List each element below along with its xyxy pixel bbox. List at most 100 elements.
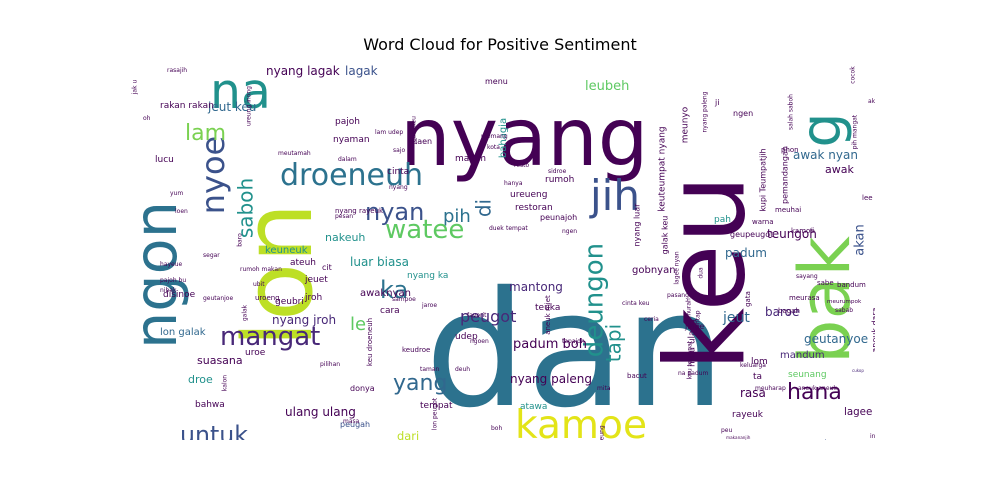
cloud-word: lom — [751, 357, 768, 367]
cloud-word: meutamah — [278, 150, 311, 157]
cloud-word: droeneuh — [280, 158, 423, 193]
cloud-word: yang — [393, 371, 447, 396]
cloud-word: ubit — [253, 281, 265, 288]
cloud-word: oh — [143, 115, 151, 122]
cloud-word: jeut — [722, 310, 750, 326]
cloud-word: masa — [343, 418, 360, 425]
cloud-word: rumoh — [545, 175, 574, 185]
cloud-word: makananjih — [726, 435, 751, 440]
cloud-word: pih mangat — [852, 114, 859, 149]
cloud-word: pilihan — [320, 361, 340, 368]
cloud-word: jih — [589, 171, 640, 220]
cloud-word: na — [210, 63, 271, 120]
cloud-word: bagah — [778, 307, 800, 315]
cloud-word: nyang jroh — [272, 313, 336, 327]
cloud-word: menu — [485, 77, 508, 86]
cloud-word: mantap — [695, 310, 702, 333]
cloud-word: lagak — [345, 64, 378, 78]
cloud-word: keudroe — [402, 346, 430, 354]
cloud-word: rakan rakan — [160, 101, 214, 111]
cloud-word: aneuk dara — [871, 307, 876, 352]
cloud-word: salah saboh — [788, 94, 795, 130]
cloud-word: watee — [385, 215, 464, 245]
cloud-word: kamoe — [515, 403, 647, 440]
cloud-word: lagee nyan — [674, 251, 681, 284]
cloud-word: meuharap — [755, 385, 786, 392]
cloud-word: gata — [744, 291, 752, 307]
cloud-word: kupi Teumpatjih — [759, 148, 768, 211]
cloud-word: rayeuk — [732, 410, 764, 420]
cloud-word: awaknyan — [360, 288, 411, 299]
cloud-word: atawa — [520, 402, 547, 412]
cloud-word: leubeh — [585, 79, 629, 94]
cloud-word: sayang — [796, 273, 818, 280]
cloud-word: mantong — [509, 280, 563, 294]
cloud-word: nyang ka — [407, 271, 448, 281]
cloud-word: le — [350, 314, 366, 335]
cloud-word: udep — [455, 332, 478, 342]
cloud-word: seunang — [788, 370, 827, 380]
cloud-word: segar — [203, 252, 220, 259]
cloud-word: mita — [597, 385, 611, 392]
cloud-word: bacut — [627, 372, 647, 380]
cloud-word: tapi — [602, 324, 626, 362]
cloud-word: baroe — [765, 305, 799, 319]
cloud-word: geutanyoe — [804, 332, 868, 346]
cloud-word: lam — [185, 121, 226, 146]
cloud-word: awak — [825, 163, 854, 176]
cloud-word: cara — [380, 306, 400, 316]
cloud-word: droe — [188, 373, 213, 386]
cloud-word: nyaman — [333, 135, 370, 145]
cloud-word: sabab — [835, 307, 853, 314]
cloud-word: rasa — [740, 386, 766, 400]
cloud-word: meurasa — [789, 294, 820, 302]
cloud-word: nyoe — [194, 136, 232, 214]
cloud-word: tempat — [420, 401, 453, 411]
cloud-word: ka — [380, 276, 408, 304]
cloud-word: jeuet — [304, 275, 328, 285]
cloud-word: kalon — [222, 375, 229, 391]
cloud-word: lee — [862, 194, 873, 202]
cloud-word: donya — [350, 384, 375, 393]
cloud-word: teuka — [535, 303, 560, 313]
cloud-word: uroe — [245, 348, 266, 358]
cloud-word: inoe — [870, 433, 875, 440]
cloud-word: meu ulang — [688, 319, 698, 367]
cloud-word: peu — [721, 427, 733, 434]
cloud-word: geubri — [275, 297, 304, 307]
cloud-word: pah — [714, 215, 731, 225]
cloud-word: dalam — [338, 156, 357, 163]
cloud-word: kamoë — [791, 227, 815, 235]
cloud-word: suasana — [197, 354, 243, 367]
cloud-word: warna — [752, 218, 774, 226]
cloud-word: nyang — [389, 184, 408, 191]
cloud-word: ta — [753, 372, 762, 382]
cloud-word: nyang paleng — [510, 372, 592, 386]
cloud-word: jeuet keu — [411, 116, 418, 145]
cloud-word: sidroe ureung — [599, 425, 606, 440]
cloud-word: nakeuh — [325, 231, 365, 244]
cloud-word: lon galak — [160, 327, 206, 338]
cloud-word: jeut keu — [207, 100, 256, 114]
cloud-word: laen — [415, 137, 432, 146]
cloud-word: awak nyan — [793, 148, 858, 162]
cloud-word: pemandangan — [781, 146, 790, 204]
cloud-word: cocok — [850, 66, 857, 84]
cloud-word: keu droeneuh — [366, 318, 374, 366]
cloud-word: yum — [170, 190, 183, 197]
cloud-word: jaroe — [421, 302, 437, 309]
cloud-word: cinta keu — [622, 300, 650, 307]
cloud-word: taman — [420, 366, 440, 373]
cloud-word: lon — [224, 203, 334, 348]
cloud-word: sampoe — [392, 296, 416, 303]
cloud-word: malam — [455, 154, 486, 164]
cloud-word: hana — [787, 380, 842, 405]
cloud-word: akhe — [868, 98, 875, 105]
cloud-word: cukop — [852, 368, 864, 373]
cloud-word: gobnyan — [632, 265, 676, 276]
cloud-word: pajoh bu — [160, 277, 186, 284]
cloud-word: memang — [481, 133, 508, 140]
cloud-word: deuh — [455, 366, 470, 373]
cloud-word: sabe — [817, 279, 834, 287]
